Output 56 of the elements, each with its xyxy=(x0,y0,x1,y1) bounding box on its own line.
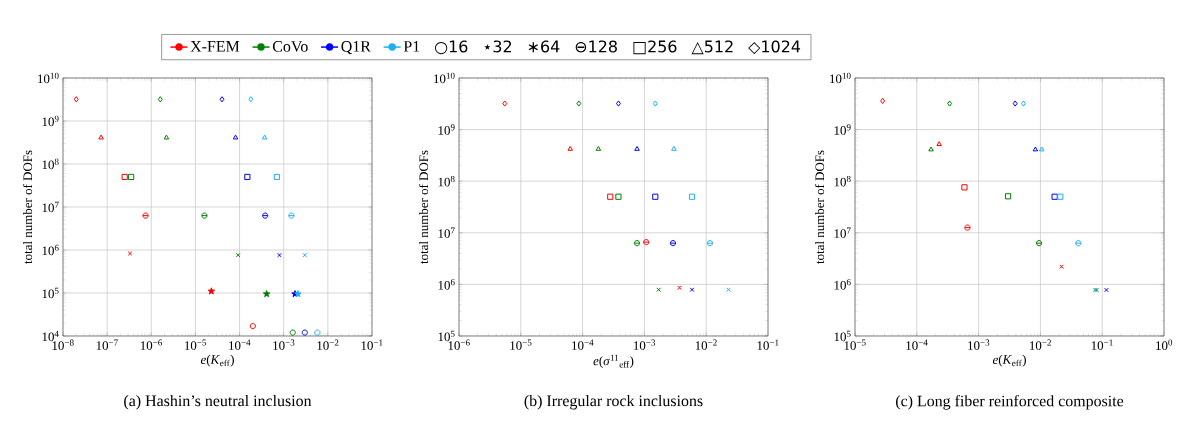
x-tick-label: 10$^{−4}$ xyxy=(229,339,251,350)
y-tick-label: 10$^{4}$ xyxy=(42,330,59,342)
text: △512 xyxy=(691,40,733,55)
text: ⊖128 xyxy=(575,40,617,53)
y-tick-label: 10$^{7}$ xyxy=(42,201,59,213)
y-axis-title: total number of DOFs xyxy=(814,150,825,264)
y-tick-label: 10$^{6}$ xyxy=(438,279,455,290)
x-tick-label: 10$^{−3}$ xyxy=(634,339,656,350)
y-tick-label: 10$^{7}$ xyxy=(834,227,851,238)
x-axis-title: e(K$_{eff}$) xyxy=(992,354,1026,367)
x-tick-label: 10$^{−5}$ xyxy=(510,339,532,350)
y-tick-label: 10$^{8}$ xyxy=(42,158,59,170)
y-tick-label: 10$^{5}$ xyxy=(42,287,59,299)
x-tick-label: 10$^{−5}$ xyxy=(185,339,207,350)
x-tick-label: 10$^{−3}$ xyxy=(273,339,295,350)
text: (c) Long fiber reinforced composite xyxy=(896,394,1124,410)
x-tick-label: 10$^{0}$ xyxy=(1156,339,1173,351)
legend-label: CoVo xyxy=(272,41,308,52)
x-tick-label: 10$^{−7}$ xyxy=(96,339,118,350)
text: ∗64 xyxy=(528,40,560,53)
y-axis-title: total number of DOFs xyxy=(418,150,429,264)
text: □256 xyxy=(633,40,677,55)
x-axis-title: e(σ$^{11}$$_{eff}$) xyxy=(593,354,634,368)
x-tick-label: 10$^{−4}$ xyxy=(906,339,928,350)
x-tick-label: 10$^{−2}$ xyxy=(317,339,339,350)
text: ⋆32 xyxy=(484,40,512,53)
y-tick-label: 10$^{5}$ xyxy=(438,330,455,342)
text: ○16 xyxy=(435,40,468,55)
y-tick-label: 10$^{9}$ xyxy=(42,115,59,127)
x-tick-label: 10$^{−1}$ xyxy=(757,339,779,350)
text: ◇1024 xyxy=(748,40,801,55)
x-tick-label: 10$^{−6}$ xyxy=(140,339,163,350)
y-tick-label: 10$^{6}$ xyxy=(834,279,851,290)
legend-label: X-FEM xyxy=(190,41,240,52)
x-tick-label: 10$^{−4}$ xyxy=(572,339,594,350)
y-tick-label: 10$^{5}$ xyxy=(834,330,851,342)
text: (b) Irregular rock inclusions xyxy=(524,394,703,410)
y-tick-label: 10$^{6}$ xyxy=(42,244,59,256)
y-tick-label: 10$^{9}$ xyxy=(834,124,851,135)
y-tick-label: 10$^{8}$ xyxy=(834,175,851,187)
y-tick-label: 10$^{9}$ xyxy=(438,124,455,135)
y-tick-label: 10$^{7}$ xyxy=(438,227,455,238)
x-tick-label: 10$^{−3}$ xyxy=(968,339,990,350)
legend-label: Q1R xyxy=(341,41,371,55)
y-tick-label: 10$^{10}$ xyxy=(434,72,455,84)
y-tick-label: 10$^{10}$ xyxy=(830,72,851,84)
y-tick-label: 10$^{8}$ xyxy=(438,175,455,187)
x-tick-label: 10$^{−2}$ xyxy=(695,339,717,350)
y-tick-label: 10$^{10}$ xyxy=(38,72,59,84)
x-tick-label: 10$^{−1}$ xyxy=(1091,339,1113,350)
x-axis-title: e(K$_{eff}$) xyxy=(200,354,234,367)
y-axis-title: total number of DOFs xyxy=(22,150,33,264)
text: (a) Hashin’s neutral inclusion xyxy=(124,394,312,410)
x-tick-label: 10$^{−1}$ xyxy=(361,339,383,350)
legend-label: P1 xyxy=(403,41,420,52)
x-tick-label: 10$^{−2}$ xyxy=(1030,339,1051,350)
